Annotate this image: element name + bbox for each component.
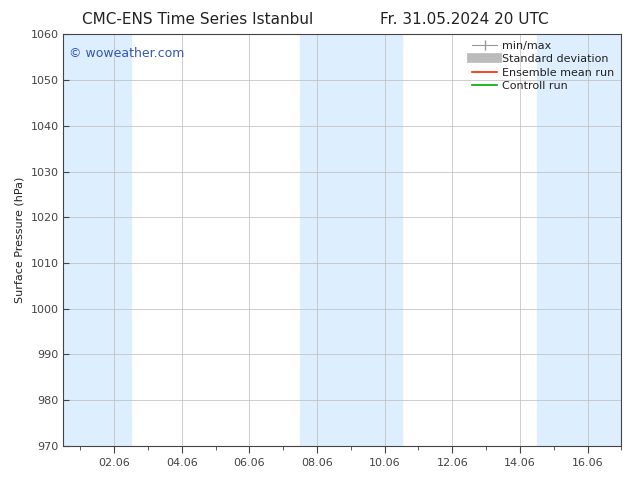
Legend: min/max, Standard deviation, Ensemble mean run, Controll run: min/max, Standard deviation, Ensemble me… — [468, 37, 619, 96]
Text: © woweather.com: © woweather.com — [69, 47, 184, 60]
Text: Fr. 31.05.2024 20 UTC: Fr. 31.05.2024 20 UTC — [380, 12, 549, 27]
Bar — [300, 34, 401, 446]
Bar — [537, 34, 621, 446]
Bar — [63, 34, 131, 446]
Text: CMC-ENS Time Series Istanbul: CMC-ENS Time Series Istanbul — [82, 12, 314, 27]
Y-axis label: Surface Pressure (hPa): Surface Pressure (hPa) — [15, 177, 25, 303]
